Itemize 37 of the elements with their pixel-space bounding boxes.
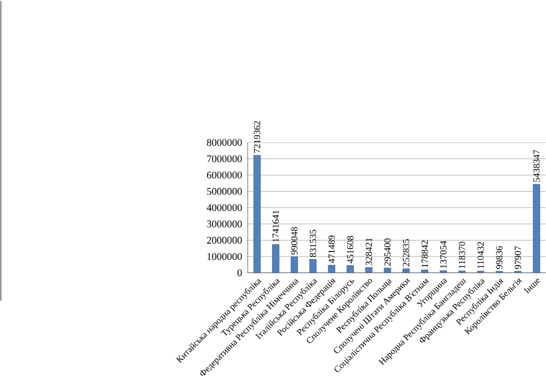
data-label: 118370	[458, 242, 466, 268]
data-label: 137054	[440, 240, 447, 268]
y-tick-label: 1000000	[207, 253, 242, 260]
data-label: 471489	[328, 236, 335, 264]
data-label: 252835	[402, 239, 410, 266]
data-label: 328421	[366, 238, 372, 266]
y-tick-label: 2000000	[207, 236, 242, 244]
data-label: 295400	[384, 238, 391, 266]
bar	[440, 270, 447, 274]
bar	[402, 268, 410, 274]
y-tick-label: 8000000	[206, 139, 242, 146]
bar	[254, 155, 261, 274]
bar	[328, 265, 336, 274]
bar	[346, 265, 354, 274]
bar	[421, 270, 428, 274]
y-tick-label: 4000000	[206, 204, 242, 212]
data-label: 7219362	[254, 121, 260, 153]
bar	[309, 259, 317, 274]
y-tick-label: 7000000	[207, 155, 242, 162]
data-label: 99836	[496, 246, 502, 270]
data-label: 97907	[514, 246, 522, 270]
y-tick-label: 3000000	[207, 220, 242, 228]
bar	[290, 256, 298, 274]
data-label: 178842	[422, 240, 428, 268]
data-label: 990048	[291, 227, 298, 255]
data-label: 110432	[477, 242, 484, 268]
y-tick-label: 6000000	[207, 172, 242, 179]
data-label: 1741641	[272, 210, 279, 242]
bar	[384, 268, 392, 274]
data-label: 451608	[347, 236, 354, 264]
data-label: 831535	[310, 230, 316, 258]
y-tick-label: 0	[238, 269, 242, 276]
bar	[365, 267, 372, 274]
data-label: 5438347	[533, 150, 540, 182]
bar	[272, 244, 280, 274]
y-tick-label: 5000000	[207, 188, 242, 195]
bar	[532, 184, 540, 274]
